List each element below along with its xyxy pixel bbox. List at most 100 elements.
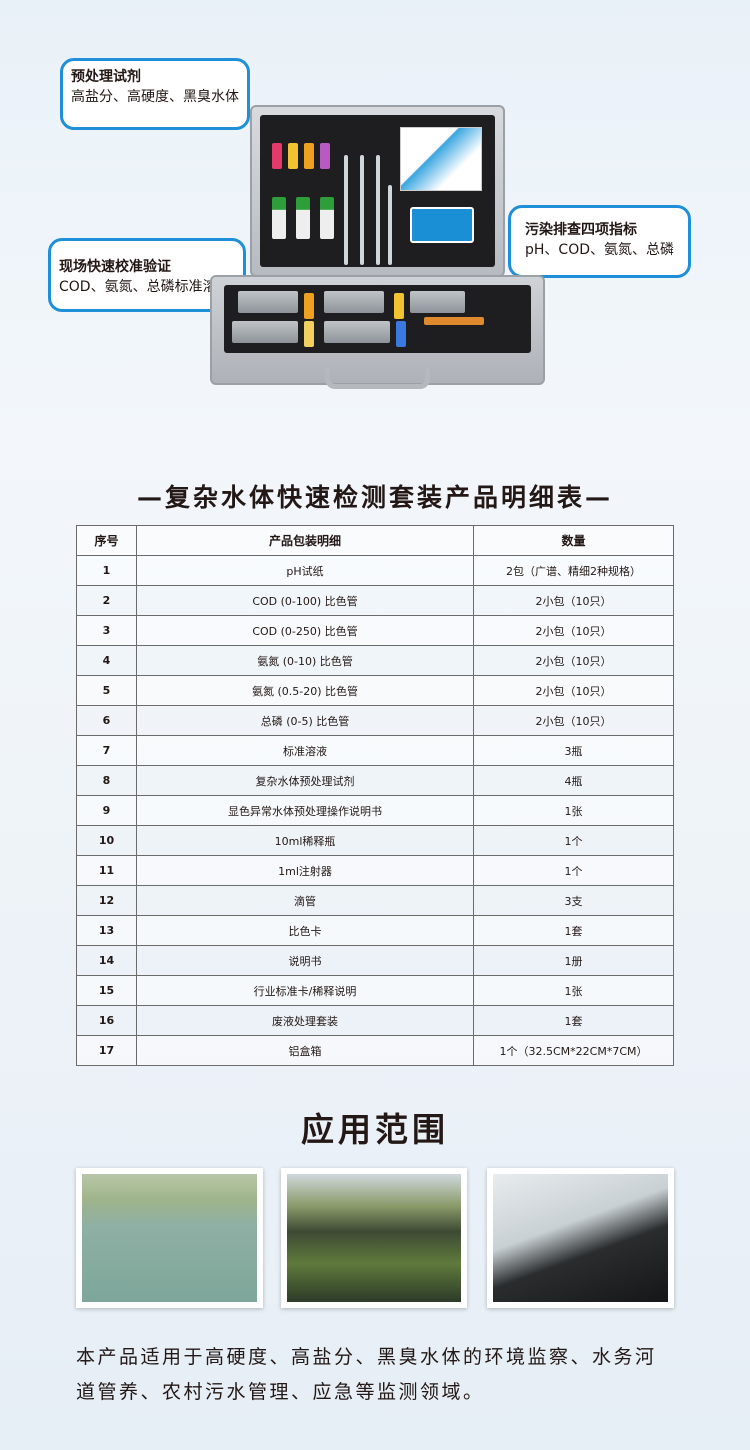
item-quantity: 2小包（10只） [473,645,674,676]
column-header: 产品包装明细 [136,525,474,556]
case-base [210,275,545,385]
callout-title: 预处理试剂 [71,69,141,85]
item-quantity: 1个 [473,825,674,856]
table-row: 11 1ml注射器 1个 [76,855,674,886]
row-number: 16 [76,1005,137,1036]
application-description: 本产品适用于高硬度、高盐分、黑臭水体的环境监察、水务河道管养、农村污水管理、应急… [76,1346,657,1403]
item-name: COD (0-250) 比色管 [136,615,474,646]
row-number: 17 [76,1035,137,1066]
item-quantity: 3支 [473,885,674,916]
column-header: 序号 [76,525,137,556]
item-quantity: 1张 [473,795,674,826]
item-name: 说明书 [136,945,474,976]
application-title: 应用范围 [301,1110,449,1149]
product-detail-table: 序号 产品包装明细 数量 1 pH试纸 2包（广谱、精细2种规格） 2 COD (0-100… [76,525,674,1066]
table-row: 9 显色异常水体预处理操作说明书 1张 [76,795,674,826]
table-row: 3 COD (0-250) 比色管 2小包（10只） [76,615,674,646]
manual-booklet [400,127,482,191]
item-quantity: 1张 [473,975,674,1006]
item-name: 复杂水体预处理试剂 [136,765,474,796]
item-name: 氨氮 (0-10) 比色管 [136,645,474,676]
table-row: 10 10ml稀释瓶 1个 [76,825,674,856]
table-row: 17 铝盒箱 1个（32.5CM*22CM*7CM） [76,1035,674,1066]
tube-pack [410,291,465,313]
item-name: 标准溶液 [136,735,474,766]
item-quantity: 2小包（10只） [473,675,674,706]
callout-title: 污染排查四项指标 [525,222,637,238]
table-row: 6 总磷 (0-5) 比色管 2小包（10只） [76,705,674,736]
syringe [388,185,392,265]
item-quantity: 1套 [473,915,674,946]
row-number: 7 [76,735,137,766]
reagent-bottle [272,143,282,169]
row-number: 2 [76,585,137,616]
item-name: pH试纸 [136,555,474,586]
pipette [376,155,380,265]
item-name: 1ml注射器 [136,855,474,886]
case-lid [250,105,505,277]
tube-pack [232,321,298,343]
reagent-bottle [304,321,314,347]
item-name: 铝盒箱 [136,1035,474,1066]
reagent-bottle [288,143,298,169]
row-number: 14 [76,945,137,976]
table-row: 7 标准溶液 3瓶 [76,735,674,766]
reagent-bottle [320,143,330,169]
item-quantity: 2小包（10只） [473,585,674,616]
callout-indicators: 污染排查四项指标 pH、COD、氨氮、总磷 [508,205,691,278]
table-row: 8 复杂水体预处理试剂 4瓶 [76,765,674,796]
item-quantity: 1个 [473,855,674,886]
row-number: 5 [76,675,137,706]
row-number: 11 [76,855,137,886]
row-number: 9 [76,795,137,826]
application-photo-river [281,1168,467,1308]
standard-solution-bottle [272,197,286,239]
item-quantity: 3瓶 [473,735,674,766]
pipette [344,155,348,265]
column-header: 数量 [473,525,674,556]
row-number: 8 [76,765,137,796]
callout-text: 高盐分、高硬度、黑臭水体 [71,89,239,105]
item-quantity: 2小包（10只） [473,705,674,736]
callout-text: pH、COD、氨氮、总磷 [525,242,674,258]
table-row: 2 COD (0-100) 比色管 2小包（10只） [76,585,674,616]
item-name: 总磷 (0-5) 比色管 [136,705,474,736]
item-name: 行业标准卡/稀释说明 [136,975,474,1006]
application-photo-outfall [487,1168,674,1308]
item-name: 显色异常水体预处理操作说明书 [136,795,474,826]
item-quantity: 2包（广谱、精细2种规格） [473,555,674,586]
table-row: 13 比色卡 1套 [76,915,674,946]
row-number: 1 [76,555,137,586]
reagent-bottle [304,293,314,319]
callout-pretreatment: 预处理试剂 高盐分、高硬度、黑臭水体 [60,58,250,130]
row-number: 6 [76,705,137,736]
color-card [410,207,474,243]
reagent-bottle [396,321,406,347]
item-quantity: 1个（32.5CM*22CM*7CM） [473,1035,674,1066]
row-number: 3 [76,615,137,646]
reagent-bottle [304,143,314,169]
row-number: 13 [76,915,137,946]
item-name: 10ml稀释瓶 [136,825,474,856]
standard-solution-bottle [320,197,334,239]
row-number: 12 [76,885,137,916]
item-name: 比色卡 [136,915,474,946]
table-title: —复杂水体快速检测套装产品明细表— [136,483,613,512]
item-name: 滴管 [136,885,474,916]
row-number: 15 [76,975,137,1006]
reagent-bottle [394,293,404,319]
item-name: 废液处理套装 [136,1005,474,1036]
row-number: 4 [76,645,137,676]
table-row: 14 说明书 1册 [76,945,674,976]
item-quantity: 2小包（10只） [473,615,674,646]
application-photo-lake [76,1168,263,1308]
table-row: 16 废液处理套装 1套 [76,1005,674,1036]
table-row: 15 行业标准卡/稀释说明 1张 [76,975,674,1006]
table-row: 4 氨氮 (0-10) 比色管 2小包（10只） [76,645,674,676]
case-handle [325,367,430,389]
product-kit-image [210,105,545,390]
item-quantity: 1册 [473,945,674,976]
row-number: 10 [76,825,137,856]
ph-paper-pack [424,317,484,325]
callout-title: 现场快速校准验证 [59,259,171,275]
